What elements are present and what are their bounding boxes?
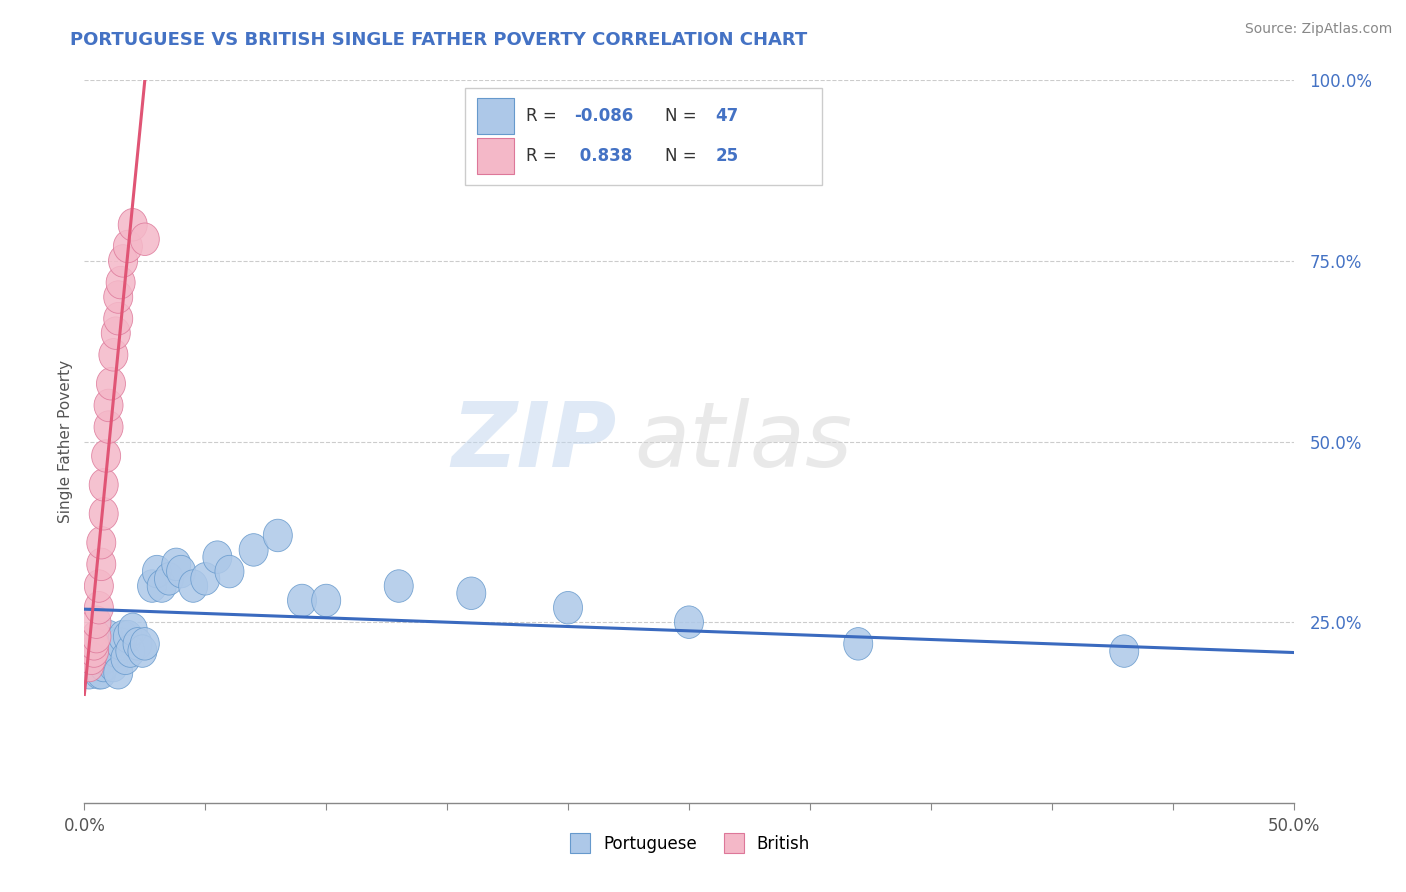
Text: 0.838: 0.838: [574, 147, 633, 165]
Ellipse shape: [131, 223, 159, 255]
Legend: Portuguese, British: Portuguese, British: [561, 828, 817, 860]
Ellipse shape: [104, 281, 132, 313]
FancyBboxPatch shape: [465, 87, 823, 185]
Text: ZIP: ZIP: [451, 398, 616, 485]
Ellipse shape: [87, 526, 115, 559]
Ellipse shape: [142, 556, 172, 588]
Ellipse shape: [82, 635, 111, 667]
Ellipse shape: [239, 533, 269, 566]
Ellipse shape: [89, 649, 118, 681]
Ellipse shape: [104, 302, 132, 335]
Ellipse shape: [89, 468, 118, 501]
Ellipse shape: [166, 556, 195, 588]
Ellipse shape: [215, 556, 245, 588]
Ellipse shape: [84, 642, 114, 674]
Ellipse shape: [87, 628, 115, 660]
Ellipse shape: [97, 628, 125, 660]
Ellipse shape: [87, 657, 115, 689]
Ellipse shape: [105, 267, 135, 299]
Text: PORTUGUESE VS BRITISH SINGLE FATHER POVERTY CORRELATION CHART: PORTUGUESE VS BRITISH SINGLE FATHER POVE…: [70, 31, 807, 49]
Ellipse shape: [101, 635, 131, 667]
Ellipse shape: [84, 570, 114, 602]
Ellipse shape: [179, 570, 208, 602]
Ellipse shape: [111, 642, 141, 674]
Ellipse shape: [202, 541, 232, 574]
Ellipse shape: [80, 649, 108, 681]
Text: Source: ZipAtlas.com: Source: ZipAtlas.com: [1244, 22, 1392, 37]
Ellipse shape: [101, 317, 131, 350]
Text: atlas: atlas: [634, 398, 852, 485]
Ellipse shape: [155, 563, 184, 595]
Ellipse shape: [104, 657, 132, 689]
Ellipse shape: [94, 411, 124, 443]
Ellipse shape: [75, 657, 104, 689]
Ellipse shape: [87, 548, 115, 581]
Ellipse shape: [82, 606, 111, 639]
Ellipse shape: [94, 635, 124, 667]
Ellipse shape: [457, 577, 486, 609]
Ellipse shape: [108, 620, 138, 653]
Ellipse shape: [77, 642, 105, 674]
Ellipse shape: [97, 368, 125, 400]
Ellipse shape: [89, 498, 118, 530]
Ellipse shape: [131, 628, 159, 660]
Ellipse shape: [138, 570, 166, 602]
Ellipse shape: [91, 440, 121, 472]
Bar: [478, 138, 513, 174]
Text: R =: R =: [526, 147, 562, 165]
Ellipse shape: [263, 519, 292, 552]
Ellipse shape: [98, 649, 128, 681]
Text: 25: 25: [716, 147, 738, 165]
Ellipse shape: [675, 606, 703, 639]
Ellipse shape: [84, 657, 114, 689]
Ellipse shape: [124, 628, 152, 660]
Ellipse shape: [118, 613, 148, 646]
Ellipse shape: [554, 591, 582, 624]
Ellipse shape: [287, 584, 316, 616]
Ellipse shape: [89, 642, 118, 674]
Ellipse shape: [384, 570, 413, 602]
Ellipse shape: [82, 620, 111, 653]
Ellipse shape: [82, 649, 111, 681]
Text: N =: N =: [665, 147, 702, 165]
Text: R =: R =: [526, 107, 562, 126]
Bar: [478, 98, 513, 135]
Ellipse shape: [162, 548, 191, 581]
Ellipse shape: [91, 628, 121, 660]
Ellipse shape: [98, 339, 128, 371]
Ellipse shape: [128, 635, 157, 667]
Text: -0.086: -0.086: [574, 107, 633, 126]
Ellipse shape: [105, 628, 135, 660]
Ellipse shape: [1109, 635, 1139, 667]
Text: 47: 47: [716, 107, 738, 126]
Ellipse shape: [80, 628, 108, 660]
Ellipse shape: [108, 244, 138, 277]
Ellipse shape: [80, 642, 108, 674]
Ellipse shape: [312, 584, 340, 616]
Ellipse shape: [114, 230, 142, 263]
Text: N =: N =: [665, 107, 702, 126]
Ellipse shape: [844, 628, 873, 660]
Ellipse shape: [94, 389, 124, 422]
Ellipse shape: [84, 591, 114, 624]
Ellipse shape: [80, 635, 108, 667]
Ellipse shape: [148, 570, 176, 602]
Ellipse shape: [191, 563, 219, 595]
Y-axis label: Single Father Poverty: Single Father Poverty: [58, 360, 73, 523]
Ellipse shape: [75, 649, 104, 681]
Ellipse shape: [115, 635, 145, 667]
Ellipse shape: [94, 620, 124, 653]
Ellipse shape: [118, 209, 148, 241]
Ellipse shape: [114, 620, 142, 653]
